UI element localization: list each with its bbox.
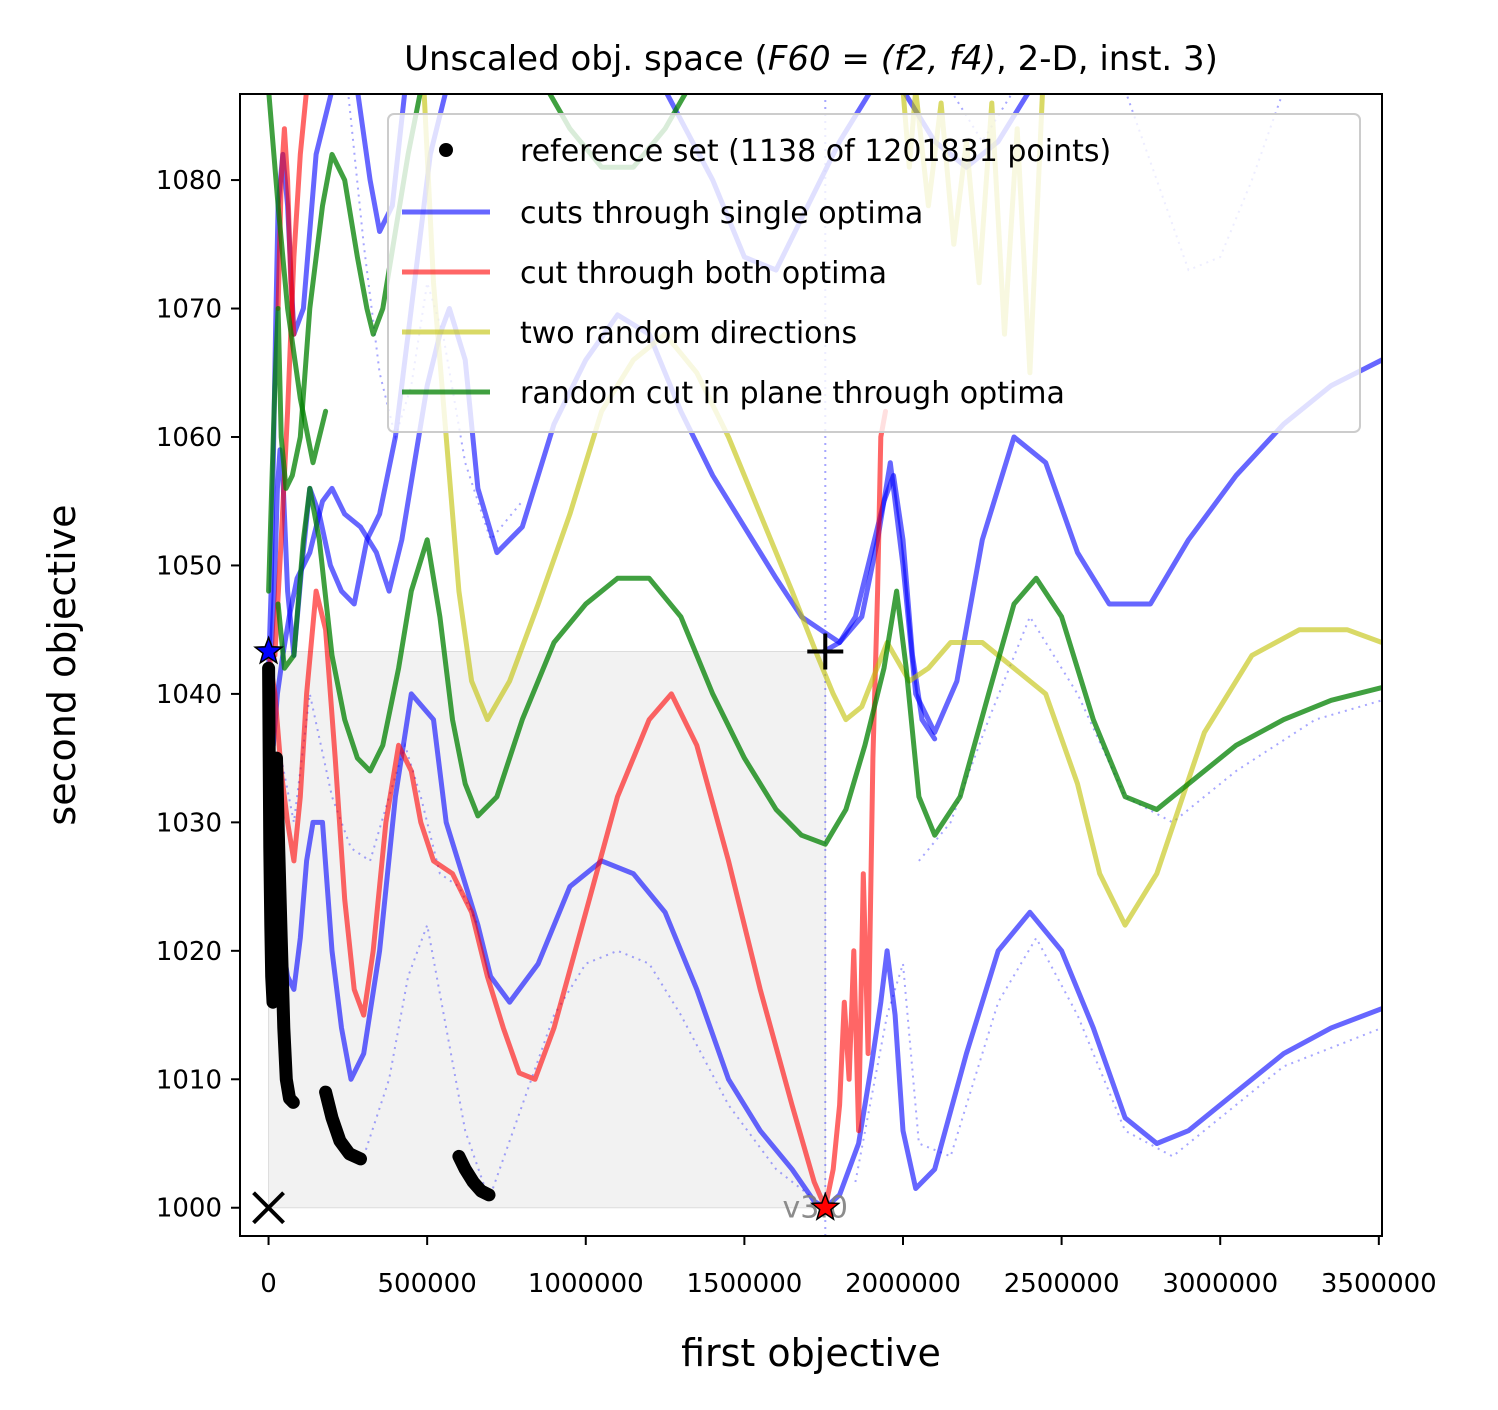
y-tick-label: 1010 <box>156 1065 222 1095</box>
reference-set-segment <box>270 751 300 1109</box>
x-tick-label: 3500000 <box>1321 1269 1437 1299</box>
series-line-both-optima <box>266 588 828 1211</box>
series-line-both-optima <box>275 126 297 337</box>
series-line-single-optima <box>821 473 938 742</box>
legend-label-random-directions: two random directions <box>520 316 857 351</box>
x-tick-label: 1500000 <box>686 1269 802 1299</box>
x-tick-label: 2000000 <box>845 1269 961 1299</box>
dominated-region <box>268 651 826 1209</box>
y-tick-label: 1040 <box>156 680 222 710</box>
legend-label-single-optima: cuts through single optima <box>520 196 923 231</box>
y-tick-label: 1070 <box>156 295 222 325</box>
series-line-plane-cut <box>275 485 1382 847</box>
series-line-both-optima <box>822 408 888 1211</box>
chart-title-main: Unscaled obj. space ( <box>404 39 768 79</box>
y-axis: 1000 1010 1020 1030 1040 1050 1060 1070 1080 <box>156 166 240 1224</box>
dotted-line <box>362 921 489 1196</box>
chart-title-math: F60 = (f2, f4) <box>768 39 996 79</box>
dotted-line <box>489 949 826 1209</box>
chart-title-rest: , 2-D, inst. 3) <box>996 39 1218 79</box>
optimum-1-star <box>253 635 284 665</box>
x-tick-label: 0 <box>260 1269 277 1299</box>
x-tick-label: 1000000 <box>528 1269 644 1299</box>
legend: reference set (1138 of 1201831 points) c… <box>387 113 1361 433</box>
series-line-single-optima <box>822 909 1382 1211</box>
optimum-2-star <box>809 1191 841 1221</box>
series-lines <box>266 94 1382 1211</box>
x-axis: 0 500000 1000000 1500000 2000000 2500000 30000… <box>260 1236 1437 1299</box>
legend-label-both-optima: cut through both optima <box>520 256 887 291</box>
series-line-plane-cut <box>266 94 329 466</box>
ideal-point-marker <box>252 1191 285 1225</box>
y-tick-label: 1050 <box>156 551 222 581</box>
reference-set-segment <box>319 1085 367 1166</box>
y-tick-label: 1030 <box>156 808 222 838</box>
legend-box <box>387 113 1361 433</box>
series-line-plane-cut <box>266 94 423 594</box>
reference-set-segment <box>452 1149 496 1202</box>
chart-title: Unscaled obj. space (F60 = (f2, f4), 2-D… <box>404 39 1218 79</box>
x-tick-label: 2500000 <box>1004 1269 1120 1299</box>
version-watermark: v3.0 <box>783 1191 848 1226</box>
legend-marker-reference-set <box>439 143 453 157</box>
reference-set <box>262 661 496 1202</box>
plot-layer <box>262 94 1382 1236</box>
x-axis-label: first objective <box>681 1331 941 1375</box>
series-line-single-optima <box>278 691 828 1211</box>
nadir-point-marker <box>807 633 844 670</box>
y-tick-label: 1000 <box>156 1194 222 1224</box>
y-tick-label: 1020 <box>156 937 222 967</box>
x-tick-label: 500000 <box>378 1269 477 1299</box>
legend-label-plane-cut: random cut in plane through optima <box>520 376 1065 411</box>
y-tick-label: 1060 <box>156 423 222 453</box>
x-tick-label: 3000000 <box>1162 1269 1278 1299</box>
y-axis-label: second objective <box>40 504 84 825</box>
dotted-line <box>854 935 1382 1183</box>
y-tick-label: 1080 <box>156 166 222 196</box>
plot-frame <box>239 93 1383 1237</box>
markers: v3.0 <box>252 633 848 1226</box>
reference-set-segment <box>262 661 280 1009</box>
series-line-random-directions <box>421 94 1382 928</box>
legend-label-reference-set: reference set (1138 of 1201831 points) <box>520 134 1111 169</box>
